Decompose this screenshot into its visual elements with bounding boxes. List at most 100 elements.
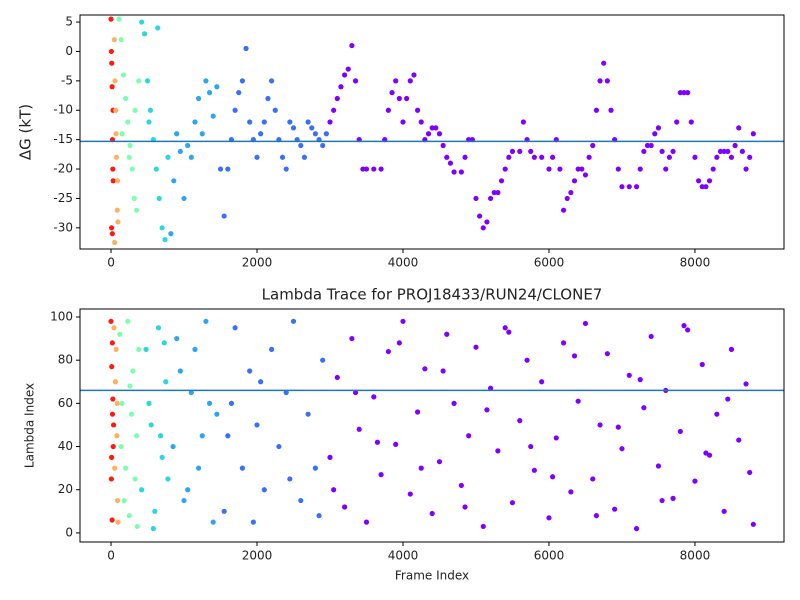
point <box>568 189 574 196</box>
point <box>363 519 370 525</box>
x-tick-label: 6000 <box>534 549 565 563</box>
y-tick-label: -5 <box>61 73 73 87</box>
x-tick-label: 8000 <box>680 549 711 563</box>
point <box>258 131 264 137</box>
point <box>458 482 464 489</box>
point <box>109 364 115 370</box>
point <box>429 510 435 517</box>
point <box>287 476 293 482</box>
point <box>320 142 326 149</box>
point <box>743 166 749 172</box>
point <box>550 474 556 480</box>
point <box>378 166 384 172</box>
point <box>188 154 194 160</box>
x-tick-label: 4000 <box>388 256 419 270</box>
point <box>411 72 417 78</box>
point <box>345 66 351 72</box>
point <box>162 236 168 243</box>
point <box>128 411 135 417</box>
point <box>633 184 640 190</box>
point <box>247 368 253 374</box>
point <box>349 335 355 342</box>
point <box>462 504 468 510</box>
point <box>491 189 497 196</box>
y-tick-label: 60 <box>58 396 73 410</box>
point <box>110 166 116 172</box>
point <box>119 400 125 406</box>
point <box>177 368 183 374</box>
point <box>236 90 242 96</box>
point <box>400 119 406 125</box>
point <box>612 506 618 512</box>
point <box>239 78 246 84</box>
point <box>118 37 124 43</box>
point <box>385 348 391 355</box>
point <box>433 125 439 131</box>
point <box>590 476 596 482</box>
point <box>247 119 253 125</box>
point <box>484 407 490 413</box>
point <box>637 377 643 383</box>
point <box>509 148 516 155</box>
point <box>114 207 120 213</box>
point <box>389 90 395 96</box>
point <box>331 487 337 493</box>
point <box>451 400 457 406</box>
point <box>531 154 537 160</box>
point <box>139 487 145 493</box>
point <box>531 467 537 473</box>
point <box>114 400 120 406</box>
y-tick-label: 40 <box>58 439 73 453</box>
point <box>290 318 297 324</box>
point <box>593 513 600 519</box>
point <box>447 160 454 166</box>
point <box>132 107 138 113</box>
point <box>287 119 293 125</box>
point <box>743 381 749 387</box>
point <box>659 497 665 504</box>
axes-frame <box>79 14 785 250</box>
point <box>109 84 115 90</box>
point <box>206 400 213 406</box>
point <box>436 459 443 465</box>
point <box>109 454 115 460</box>
point <box>305 411 311 417</box>
point <box>604 351 610 357</box>
point <box>564 195 570 202</box>
point <box>473 344 479 350</box>
point <box>136 78 142 84</box>
point <box>721 508 727 514</box>
point <box>546 515 552 521</box>
point <box>258 379 264 385</box>
point <box>371 166 377 172</box>
point <box>444 331 450 337</box>
point <box>422 366 428 372</box>
point <box>159 225 165 231</box>
point <box>108 318 114 324</box>
point <box>148 422 154 428</box>
point <box>725 396 731 402</box>
point <box>125 119 131 125</box>
point <box>239 465 246 471</box>
point <box>509 500 516 506</box>
point <box>568 489 574 495</box>
point <box>132 476 138 482</box>
point <box>109 411 116 417</box>
point <box>331 107 337 113</box>
point <box>121 497 127 504</box>
point <box>637 166 643 172</box>
point <box>626 372 632 378</box>
point <box>147 107 154 113</box>
point <box>495 448 501 454</box>
point <box>692 478 698 484</box>
point <box>575 166 581 172</box>
point <box>601 60 607 66</box>
x-tick-label: 6000 <box>534 256 565 270</box>
point <box>217 166 224 172</box>
point <box>685 327 691 333</box>
y-tick-label: 20 <box>58 482 73 496</box>
point <box>681 90 687 96</box>
point <box>305 119 311 125</box>
point <box>115 519 121 525</box>
point <box>298 142 304 149</box>
